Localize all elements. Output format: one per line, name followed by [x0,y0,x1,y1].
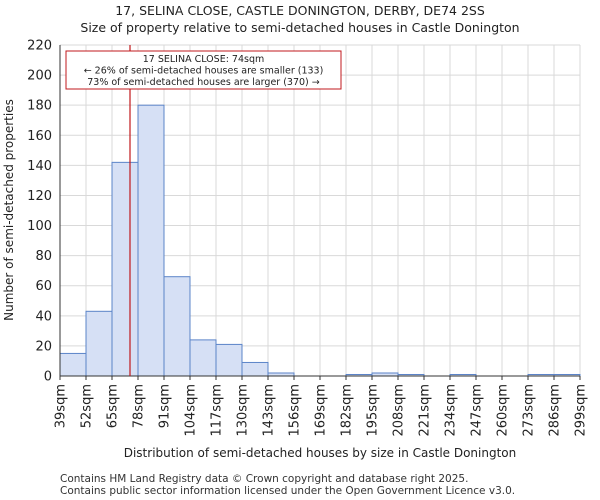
x-tick-label-286sqm: 286sqm [548,384,563,437]
x-tick-label-130sqm: 130sqm [236,384,251,437]
x-tick-label-169sqm: 169sqm [314,384,329,437]
bar-39sqm [59,352,87,377]
histogram-chart: 0 20 40 60 80 100 120 140 160 180 200 220 39sqm 52sqm… [2,39,589,461]
x-tick-label-104sqm: 104sqm [184,384,199,437]
y-tick-label-60: 60 [35,279,52,294]
x-tick-label-273sqm: 273sqm [522,384,537,437]
x-tick-label-182sqm: 182sqm [340,384,355,437]
bar-layer [59,104,581,377]
y-tick-label-20: 20 [35,339,52,354]
x-tick-label-299sqm: 299sqm [574,384,589,437]
marker-layer: 17 SELINA CLOSE: 74sqm← 26% of semi-deta… [65,45,342,376]
axis-layer: 0 20 40 60 80 100 120 140 160 180 200 220 39sqm 52sqm… [27,39,588,437]
y-tick-label-180: 180 [27,99,52,114]
x-tick-label-91sqm: 91sqm [158,384,173,428]
x-tick-label-234sqm: 234sqm [444,384,459,437]
bar-91sqm [163,276,191,377]
y-tick-label-140: 140 [27,159,52,174]
bar-117sqm [215,343,243,377]
y-tick-label-40: 40 [35,309,52,324]
y-tick-label-220: 220 [27,39,52,54]
x-axis-label: Distribution of semi-detached houses by … [124,446,517,460]
x-tick-label-221sqm: 221sqm [418,384,433,437]
y-tick-label-160: 160 [27,129,52,144]
x-tick-label-156sqm: 156sqm [288,384,303,437]
x-tick-label-208sqm: 208sqm [392,384,407,437]
y-axis-label: Number of semi-detached properties [2,99,16,321]
annotation-box [65,50,342,90]
y-tick-label-80: 80 [35,249,52,264]
x-tick-label-260sqm: 260sqm [496,384,511,437]
x-tick-label-247sqm: 247sqm [470,384,485,437]
footer-line-1: Contains HM Land Registry data © Crown c… [60,473,469,485]
x-tick-label-78sqm: 78sqm [132,384,147,428]
x-tick-label-195sqm: 195sqm [366,384,381,437]
bar-78sqm [137,104,165,377]
chart-subtitle: Size of property relative to semi-detach… [80,20,520,35]
bar-104sqm [189,339,217,377]
x-tick-label-65sqm: 65sqm [106,384,121,428]
x-tick-label-52sqm: 52sqm [80,384,95,428]
annotation-line-3: 73% of semi-detached houses are larger (… [87,77,320,88]
y-tick-label-120: 120 [27,189,52,204]
x-tick-label-143sqm: 143sqm [262,384,277,437]
x-tick-label-117sqm: 117sqm [210,384,225,437]
annotation-line-2: ← 26% of semi-detached houses are smalle… [84,66,324,77]
footer: Contains HM Land Registry data © Crown c… [60,473,515,497]
x-tick-label-39sqm: 39sqm [54,384,69,428]
y-tick-label-200: 200 [27,69,52,84]
y-tick-label-100: 100 [27,219,52,234]
annotation-line-1: 17 SELINA CLOSE: 74sqm [143,54,265,65]
bar-52sqm [85,310,113,377]
bar-65sqm [111,161,139,377]
chart-title-block: 17, SELINA CLOSE, CASTLE DONINGTON, DERB… [0,2,600,36]
chart-title: 17, SELINA CLOSE, CASTLE DONINGTON, DERB… [115,3,485,18]
bar-130sqm [241,361,269,377]
y-tick-label-0: 0 [44,370,52,385]
footer-line-2: Contains public sector information licen… [60,485,516,497]
